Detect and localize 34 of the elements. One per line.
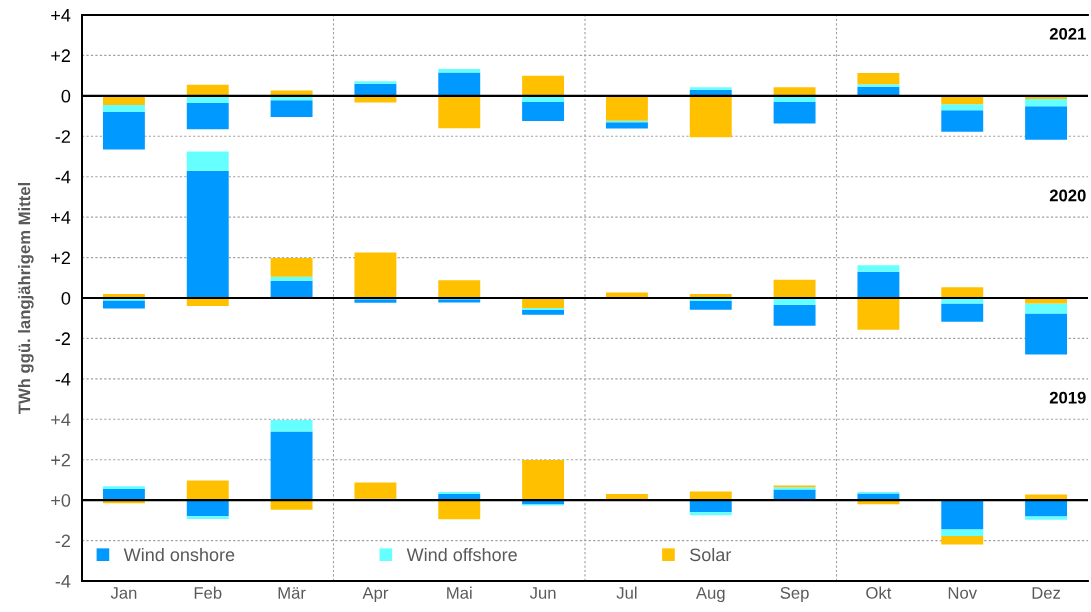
x-tick-label: Feb: [194, 586, 222, 599]
x-tick-label: Dez: [1032, 587, 1061, 599]
legend-label: Solar: [690, 547, 732, 562]
y-tick-label: -2: [55, 130, 70, 143]
y-tick-label: +4: [51, 9, 71, 22]
text: 2021: [1049, 27, 1086, 40]
y-tick-label: +2: [51, 251, 70, 265]
y-tick-label: +2: [51, 49, 70, 62]
legend-label: Wind offshore: [406, 547, 517, 562]
x-tick-label: Okt: [866, 586, 892, 599]
y-tick-label: -2: [55, 534, 70, 548]
y-tick-label: -2: [55, 332, 70, 345]
y-tick-label: -4: [55, 575, 71, 588]
y-tick-label: 0: [61, 89, 71, 103]
y-tick-label: -4: [55, 372, 71, 386]
y-tick-label: +0: [51, 494, 71, 507]
x-tick-label: Jan: [110, 587, 137, 599]
legend-label: Wind onshore: [123, 547, 235, 562]
x-tick-label: Aug: [695, 587, 725, 603]
y-axis-title: TWh ggü. langjährigem Mittel: [18, 182, 34, 414]
x-tick-label: Jun: [529, 587, 556, 599]
x-tick-label: Jul: [616, 586, 637, 599]
y-tick-label: +4: [51, 413, 71, 426]
x-tick-label: Sep: [780, 587, 809, 603]
y-tick-label: -4: [55, 170, 71, 184]
x-tick-label: Mai: [447, 586, 472, 599]
y-tick-label: +2: [51, 453, 70, 467]
x-tick-label: Mär: [278, 587, 306, 599]
text: 2019: [1049, 391, 1086, 404]
x-tick-label: Apr: [362, 587, 389, 603]
y-tick-label: 0: [61, 291, 71, 305]
text: 2020: [1049, 189, 1086, 202]
x-tick-label: Nov: [948, 587, 978, 599]
y-tick-label: +4: [51, 211, 71, 224]
